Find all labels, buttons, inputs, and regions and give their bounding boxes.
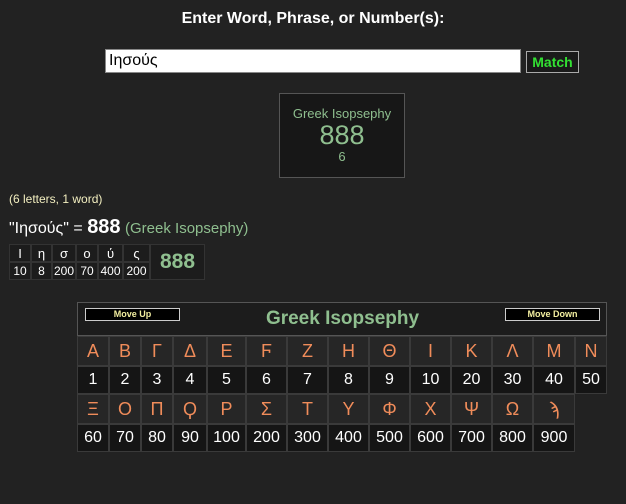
move-up-button[interactable]: Move Up: [85, 308, 180, 321]
cipher-value: 90: [173, 424, 207, 452]
cipher-value: 50: [575, 366, 607, 394]
breakdown-value: 10: [9, 262, 31, 280]
cipher-letter: Θ: [369, 336, 410, 366]
cipher-value: 400: [328, 424, 369, 452]
text-input[interactable]: Ιησούς: [105, 49, 521, 73]
cipher-letter: ϡ: [533, 394, 575, 424]
cipher-letter: Σ: [246, 394, 287, 424]
cipher-letter: Ν: [575, 336, 607, 366]
result-cipher: Greek Isopsephy: [292, 106, 392, 121]
breakdown-value: 200: [123, 262, 150, 280]
summary-cipher: (Greek Isopsephy): [125, 220, 249, 237]
prompt: Enter Word, Phrase, or Number(s):: [181, 10, 445, 27]
cipher-value: 1: [77, 366, 109, 394]
cipher-letter: Ω: [492, 394, 533, 424]
breakdown-value: 400: [98, 262, 123, 280]
cipher-letter: Ε: [207, 336, 246, 366]
result-count: 6: [338, 149, 346, 164]
cipher-letter: Α: [77, 336, 109, 366]
cipher-value: 500: [369, 424, 410, 452]
cipher-letter: Ζ: [287, 336, 328, 366]
cipher-value: 30: [492, 366, 533, 394]
breakdown-letter: ύ: [98, 244, 123, 262]
cipher-letter: Β: [109, 336, 141, 366]
cipher-value: 8: [328, 366, 369, 394]
cipher-value: 6: [246, 366, 287, 394]
breakdown-letter: ς: [123, 244, 150, 262]
cipher-value: 20: [451, 366, 492, 394]
result-value: 888: [319, 120, 365, 150]
match-button[interactable]: Match: [526, 51, 579, 73]
breakdown-value: 200: [52, 262, 76, 280]
cipher-value: 600: [410, 424, 451, 452]
cipher-letter: Υ: [328, 394, 369, 424]
cipher-title: Greek Isopsephy: [265, 308, 420, 329]
summary-value: 888: [87, 216, 121, 238]
cipher-letter: Δ: [173, 336, 207, 366]
cipher-letter: Ϝ: [246, 336, 287, 366]
cipher-letter: Ξ: [77, 394, 109, 424]
cipher-letter: Ϙ: [173, 394, 207, 424]
summary-line: "Ιησούς" = 888 (Greek Isopsephy): [9, 216, 248, 239]
breakdown-letter: ο: [76, 244, 98, 262]
breakdown-value: 8: [31, 262, 52, 280]
cipher-value: 9: [369, 366, 410, 394]
cipher-letter: Η: [328, 336, 369, 366]
cipher-value: 100: [207, 424, 246, 452]
cipher-value: 7: [287, 366, 328, 394]
cipher-letter: Ρ: [207, 394, 246, 424]
cipher-value: 4: [173, 366, 207, 394]
cipher-letter: Φ: [369, 394, 410, 424]
result-box: Greek Isopsephy 888 6: [279, 93, 405, 178]
equals: =: [73, 220, 83, 237]
cipher-value: 700: [451, 424, 492, 452]
cipher-letter: Γ: [141, 336, 173, 366]
cipher-letter: Μ: [533, 336, 575, 366]
cipher-letter: Ο: [109, 394, 141, 424]
breakdown-letter: σ: [52, 244, 76, 262]
breakdown-value: 70: [76, 262, 98, 280]
cipher-value: 3: [141, 366, 173, 394]
cipher-letter: Χ: [410, 394, 451, 424]
cipher-value: 800: [492, 424, 533, 452]
breakdown-total: 888: [150, 244, 205, 280]
cipher-letter: Ι: [410, 336, 451, 366]
cipher-value: 300: [287, 424, 328, 452]
stats: (6 letters, 1 word): [9, 192, 103, 206]
cipher-value: 10: [410, 366, 451, 394]
cipher-letter: Λ: [492, 336, 533, 366]
cipher-letter: Τ: [287, 394, 328, 424]
phrase: "Ιησούς": [9, 220, 69, 237]
move-down-button[interactable]: Move Down: [505, 308, 600, 321]
cipher-value: 5: [207, 366, 246, 394]
breakdown-letter: η: [31, 244, 52, 262]
cipher-value: 2: [109, 366, 141, 394]
cipher-value: 200: [246, 424, 287, 452]
breakdown-letter: Ι: [9, 244, 31, 262]
cipher-value: 70: [109, 424, 141, 452]
cipher-value: 40: [533, 366, 575, 394]
cipher-letter: Π: [141, 394, 173, 424]
cipher-value: 900: [533, 424, 575, 452]
cipher-value: 80: [141, 424, 173, 452]
cipher-letter: Ψ: [451, 394, 492, 424]
cipher-value: 60: [77, 424, 109, 452]
cipher-letter: Κ: [451, 336, 492, 366]
